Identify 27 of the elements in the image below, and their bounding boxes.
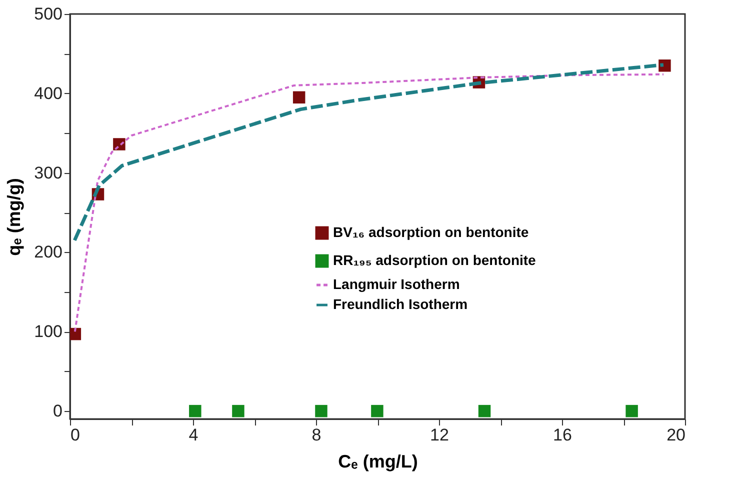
point [232,404,244,418]
x-tick-label: 16 [553,426,572,444]
point [478,404,491,418]
legend-label: Langmuir Isotherm [333,276,460,292]
x-tick-label: 8 [312,426,322,444]
y-tick-label: 500 [34,4,62,24]
legend-label: RR₁₉₅ adsorption on bentonite [333,252,536,268]
x-tick-label: 4 [188,426,198,444]
y-tick-label: 100 [34,322,62,342]
point [658,59,671,72]
point [371,404,384,418]
x-tick-label: 0 [70,426,80,444]
y-tick-label: 200 [34,242,62,262]
y-axis-title: qₑ (mg/g) [4,178,24,256]
x-tick-label: 20 [666,426,686,444]
y-tick-label: 0 [53,402,62,421]
point [315,404,328,418]
point [292,91,306,104]
y-tick-label: 300 [34,163,62,182]
x-axis-title: Cₑ (mg/L) [338,452,418,472]
point [70,328,82,340]
point [626,404,638,418]
point [189,404,202,418]
legend-label: Freundlich Isotherm [333,296,468,312]
x-tick-label: 12 [430,426,449,444]
y-tick-label: 400 [34,84,62,103]
legend-label: BV₁₆ adsorption on bentonite [333,224,529,240]
